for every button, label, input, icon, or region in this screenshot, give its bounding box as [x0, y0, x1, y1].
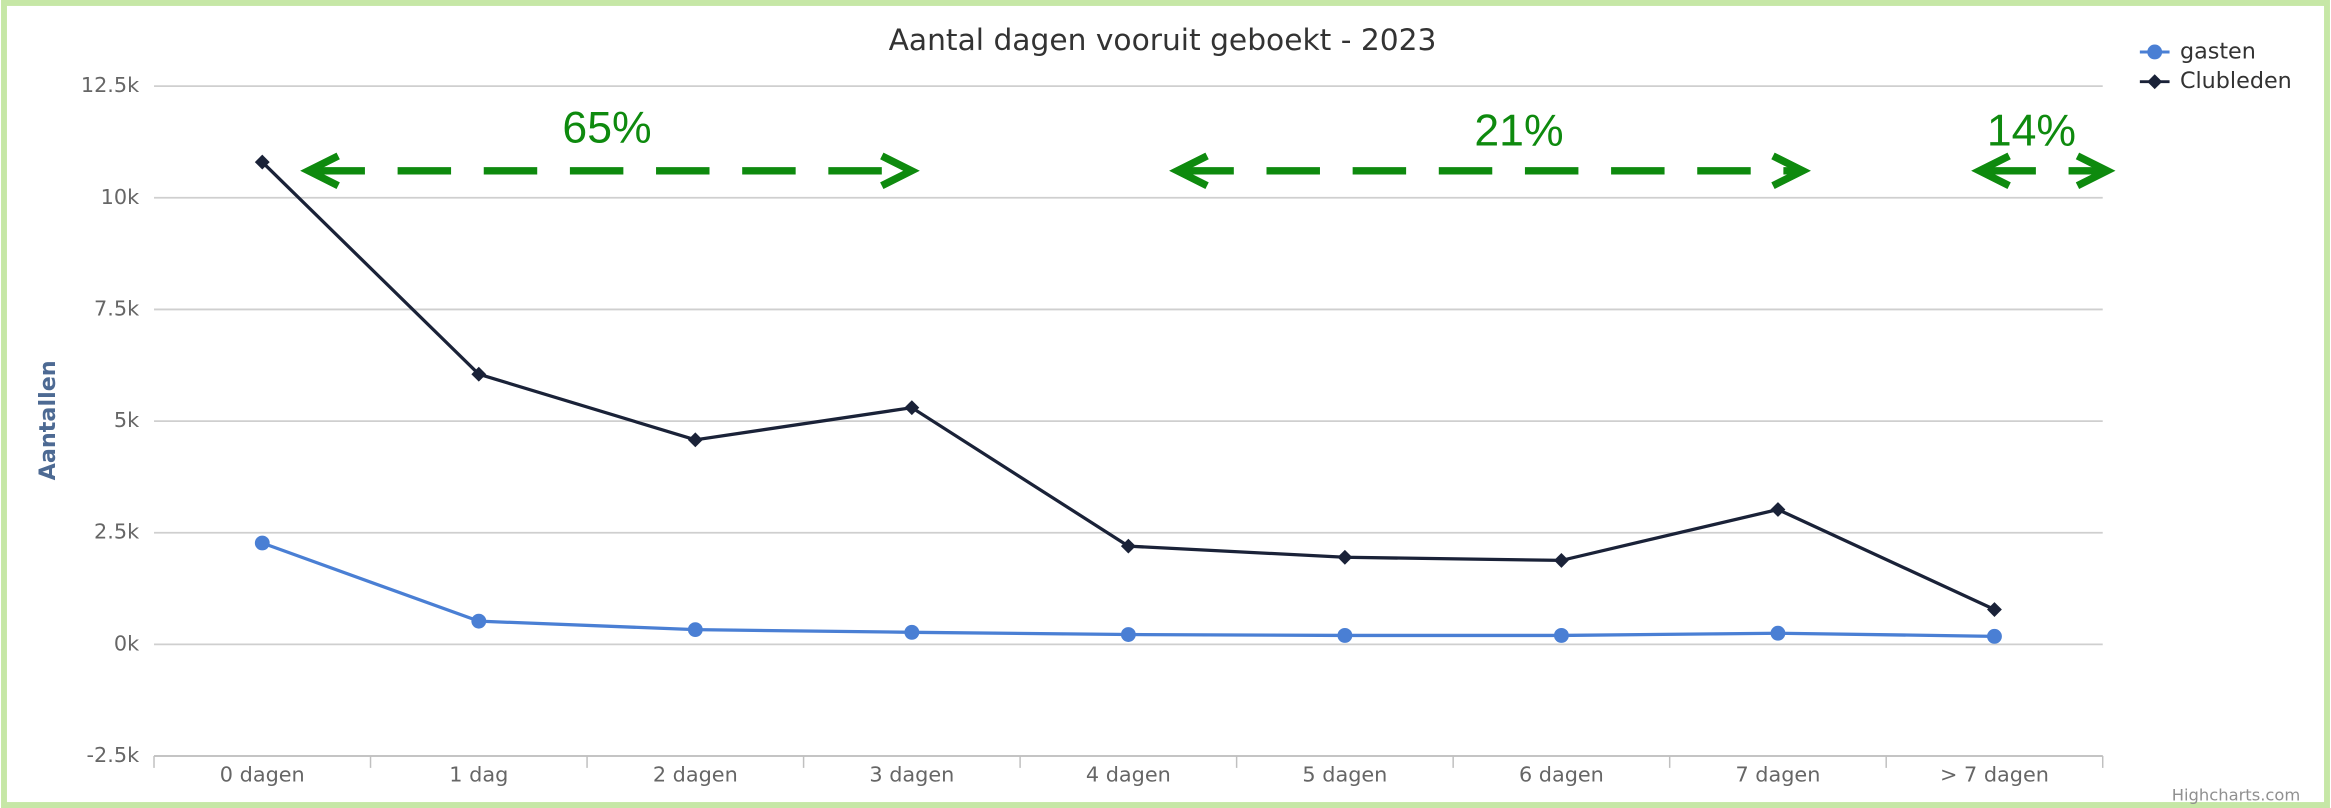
y-tick-label: 7.5k	[94, 296, 139, 320]
annotation-label: 21%	[1474, 106, 1563, 155]
y-axis-label: Aantallen	[35, 360, 61, 480]
marker	[471, 613, 487, 629]
x-tick-label: 7 dagen	[1735, 762, 1820, 786]
marker	[1987, 628, 2002, 644]
y-tick-label: 2.5k	[94, 520, 139, 544]
marker	[1337, 549, 1353, 565]
arrow-head	[300, 152, 340, 189]
x-tick-label: > 7 dagen	[1940, 762, 2049, 786]
y-tick-label: 10k	[101, 185, 139, 209]
arrow-head	[1971, 152, 2011, 189]
chart-title: Aantal dagen vooruit geboekt - 2023	[889, 23, 1437, 58]
arrow-head	[1771, 152, 1811, 189]
arrow-head	[2075, 152, 2116, 189]
marker	[1337, 628, 1353, 643]
marker	[1120, 627, 1136, 642]
y-tick-label: -2.5k	[87, 743, 140, 767]
arrow-head	[1169, 152, 1209, 189]
y-tick-label: 12.5k	[81, 73, 139, 97]
marker	[254, 154, 270, 170]
marker	[1770, 625, 1786, 641]
x-tick-label: 5 dagen	[1302, 762, 1387, 786]
marker	[904, 400, 920, 416]
legend-marker	[2147, 74, 2163, 90]
legend-marker	[2147, 44, 2163, 60]
x-tick-label: 4 dagen	[1086, 762, 1171, 786]
marker	[1120, 538, 1136, 554]
x-tick-label: 6 dagen	[1519, 762, 1604, 786]
x-tick-label: 2 dagen	[653, 762, 738, 786]
legend-label: Clubleden	[2180, 68, 2292, 94]
marker	[687, 622, 703, 638]
marker	[1987, 602, 2002, 617]
marker	[471, 366, 487, 382]
annotation-label: 14%	[1987, 106, 2076, 155]
annotation-label: 65%	[562, 103, 651, 152]
x-tick-label: 0 dagen	[220, 762, 305, 786]
arrow-head	[880, 152, 920, 189]
marker	[687, 432, 703, 448]
x-tick-label: 3 dagen	[869, 762, 954, 786]
marker	[1770, 502, 1786, 517]
y-tick-label: 0k	[114, 631, 139, 655]
marker	[1553, 552, 1569, 568]
marker	[1553, 628, 1569, 643]
marker	[254, 535, 270, 551]
credit: Highcharts.com	[2172, 786, 2301, 805]
y-tick-label: 5k	[114, 408, 139, 432]
marker	[904, 624, 920, 640]
x-tick-label: 1 dag	[449, 762, 508, 786]
legend-label: gasten	[2180, 38, 2256, 64]
